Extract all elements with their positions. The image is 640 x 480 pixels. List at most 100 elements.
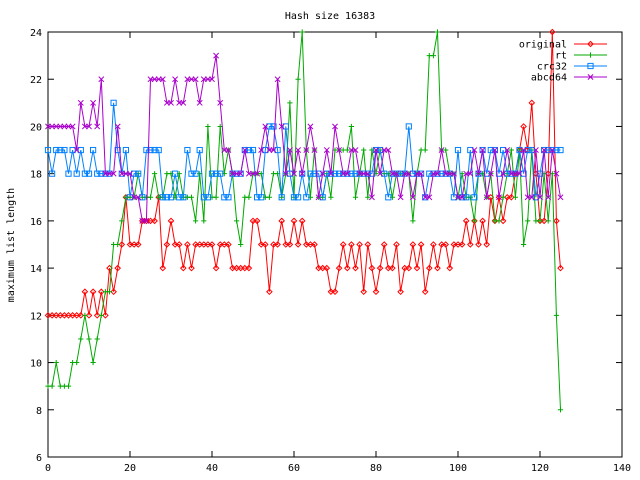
data-point-abcd64 bbox=[291, 170, 297, 177]
data-point-rt bbox=[557, 407, 564, 413]
data-point-rt bbox=[65, 383, 72, 389]
data-point-crc32 bbox=[331, 170, 339, 177]
data-point-original bbox=[479, 217, 486, 225]
data-point-abcd64 bbox=[262, 123, 269, 130]
data-point-original bbox=[368, 264, 376, 272]
data-point-abcd64 bbox=[467, 170, 474, 177]
data-point-rt bbox=[299, 29, 305, 35]
data-point-crc32 bbox=[143, 146, 150, 154]
series-line-abcd64 bbox=[48, 55, 561, 222]
data-point-abcd64 bbox=[459, 194, 466, 201]
data-point-original bbox=[212, 264, 220, 272]
data-point-abcd64 bbox=[258, 147, 265, 154]
data-point-crc32 bbox=[290, 194, 298, 201]
data-point-crc32 bbox=[405, 123, 412, 130]
data-point-rt bbox=[365, 194, 371, 200]
y-tick-label: 10 bbox=[30, 359, 42, 370]
data-point-rt bbox=[147, 194, 154, 200]
data-point-crc32 bbox=[495, 170, 503, 177]
data-point-crc32 bbox=[454, 146, 462, 154]
data-point-original bbox=[311, 241, 318, 248]
data-point-rt bbox=[500, 194, 506, 200]
data-point-abcd64 bbox=[180, 99, 187, 106]
chart-title: Hash size 16383 bbox=[285, 11, 375, 22]
data-point-original bbox=[520, 123, 527, 130]
series-abcd64 bbox=[45, 52, 564, 224]
data-point-crc32 bbox=[500, 146, 507, 154]
data-point-original bbox=[466, 241, 474, 248]
data-point-abcd64 bbox=[373, 147, 379, 154]
data-point-abcd64 bbox=[385, 147, 392, 154]
data-point-abcd64 bbox=[528, 194, 535, 201]
data-point-crc32 bbox=[77, 146, 84, 154]
data-point-rt bbox=[352, 194, 359, 200]
data-point-crc32 bbox=[53, 146, 60, 154]
data-point-original bbox=[261, 241, 269, 248]
data-point-rt bbox=[266, 194, 272, 200]
data-point-original bbox=[266, 288, 273, 296]
data-point-crc32 bbox=[81, 170, 89, 177]
data-point-abcd64 bbox=[520, 147, 527, 154]
data-point-abcd64 bbox=[332, 123, 338, 130]
data-point-original bbox=[93, 312, 101, 319]
x-tick-label: 120 bbox=[531, 463, 549, 474]
data-point-rt bbox=[188, 194, 195, 200]
data-point-rt bbox=[344, 147, 350, 153]
data-point-rt bbox=[98, 312, 104, 318]
data-point-abcd64 bbox=[127, 170, 133, 177]
data-point-abcd64 bbox=[516, 170, 523, 177]
data-point-abcd64 bbox=[450, 170, 457, 177]
data-point-abcd64 bbox=[192, 76, 199, 83]
data-point-crc32 bbox=[409, 170, 416, 177]
data-point-abcd64 bbox=[135, 194, 142, 201]
data-point-abcd64 bbox=[69, 123, 76, 130]
data-point-original bbox=[175, 241, 183, 248]
data-point-rt bbox=[94, 336, 100, 342]
data-point-crc32 bbox=[516, 146, 523, 154]
data-point-original bbox=[348, 241, 355, 248]
data-point-original bbox=[208, 241, 216, 248]
data-point-abcd64 bbox=[172, 76, 179, 83]
data-point-crc32 bbox=[98, 170, 105, 177]
data-point-crc32 bbox=[397, 170, 404, 177]
data-point-crc32 bbox=[504, 170, 511, 177]
y-axis-label: maximum list length bbox=[6, 188, 17, 302]
data-point-abcd64 bbox=[225, 147, 232, 154]
data-point-crc32 bbox=[532, 194, 539, 201]
data-point-original bbox=[298, 217, 306, 225]
data-point-rt bbox=[115, 241, 121, 248]
data-point-crc32 bbox=[463, 194, 470, 201]
data-point-abcd64 bbox=[278, 123, 285, 130]
data-point-crc32 bbox=[163, 194, 171, 201]
data-point-original bbox=[286, 241, 294, 248]
data-point-rt bbox=[434, 29, 441, 35]
data-point-abcd64 bbox=[209, 76, 215, 83]
data-point-original bbox=[294, 241, 302, 248]
data-point-original bbox=[274, 241, 281, 248]
data-point-rt bbox=[49, 383, 55, 389]
data-point-crc32 bbox=[94, 170, 101, 177]
data-point-abcd64 bbox=[377, 170, 384, 177]
data-point-crc32 bbox=[352, 170, 359, 177]
data-point-rt bbox=[201, 218, 207, 224]
data-point-abcd64 bbox=[545, 194, 552, 201]
data-point-crc32 bbox=[377, 146, 384, 154]
data-point-abcd64 bbox=[487, 170, 494, 177]
data-point-rt bbox=[246, 194, 252, 200]
data-point-crc32 bbox=[172, 170, 179, 177]
data-point-abcd64 bbox=[143, 217, 150, 224]
data-point-crc32 bbox=[188, 170, 195, 177]
data-point-crc32 bbox=[295, 194, 302, 201]
data-point-crc32 bbox=[208, 170, 216, 177]
data-point-abcd64 bbox=[86, 123, 92, 130]
data-point-abcd64 bbox=[241, 147, 248, 154]
data-point-crc32 bbox=[311, 170, 318, 177]
data-point-crc32 bbox=[487, 146, 494, 154]
data-point-rt bbox=[496, 218, 502, 224]
data-point-crc32 bbox=[73, 170, 80, 177]
x-tick-label: 40 bbox=[206, 463, 218, 474]
data-point-crc32 bbox=[524, 146, 531, 154]
data-point-crc32 bbox=[368, 170, 375, 177]
